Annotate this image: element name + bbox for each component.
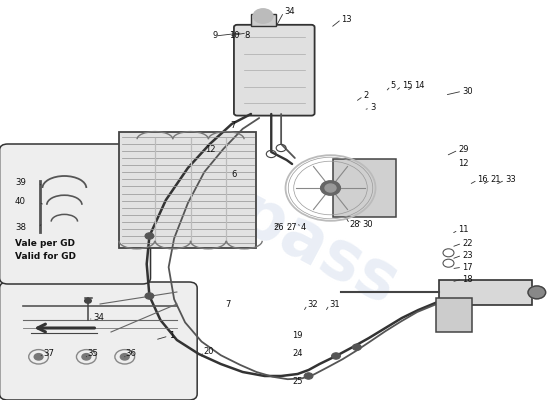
Text: 12: 12 — [458, 160, 469, 168]
Text: 16: 16 — [477, 176, 488, 184]
Text: 12: 12 — [205, 146, 216, 154]
Text: 24: 24 — [292, 350, 302, 358]
Text: 6: 6 — [232, 170, 237, 178]
Text: 37: 37 — [43, 350, 54, 358]
Text: 38: 38 — [15, 224, 26, 232]
Bar — [251, 14, 276, 26]
Circle shape — [528, 286, 546, 299]
Text: 22: 22 — [462, 239, 472, 248]
Text: 3: 3 — [370, 104, 376, 112]
Text: 31: 31 — [329, 300, 340, 309]
FancyBboxPatch shape — [234, 25, 315, 116]
Text: 34: 34 — [93, 314, 104, 322]
Text: Valid for GD: Valid for GD — [15, 252, 76, 261]
Text: 11: 11 — [458, 226, 469, 234]
Circle shape — [253, 9, 273, 23]
Circle shape — [304, 373, 313, 379]
Circle shape — [145, 293, 154, 299]
Text: 23: 23 — [462, 251, 473, 260]
Text: 33: 33 — [505, 176, 516, 184]
Text: 34: 34 — [284, 8, 294, 16]
Text: 17: 17 — [462, 263, 473, 272]
Text: 13: 13 — [342, 15, 352, 24]
Text: 4: 4 — [300, 224, 306, 232]
Circle shape — [145, 233, 154, 239]
Text: 5: 5 — [391, 82, 396, 90]
Text: 9: 9 — [212, 32, 218, 40]
Text: 3 pass: 3 pass — [164, 146, 409, 318]
Circle shape — [82, 354, 91, 360]
Bar — [119, 132, 256, 248]
Text: 28: 28 — [350, 220, 360, 228]
Text: 39: 39 — [15, 178, 26, 186]
Text: 40: 40 — [15, 198, 26, 206]
Circle shape — [353, 344, 361, 350]
Circle shape — [120, 354, 129, 360]
Text: 21: 21 — [491, 176, 501, 184]
Text: 25: 25 — [292, 378, 302, 386]
Text: 36: 36 — [126, 350, 137, 358]
Circle shape — [34, 354, 43, 360]
Text: 14: 14 — [414, 82, 425, 90]
Text: 19: 19 — [292, 331, 302, 340]
Text: 10: 10 — [229, 32, 239, 40]
Text: 35: 35 — [87, 350, 98, 358]
Text: 29: 29 — [458, 146, 469, 154]
Text: 8: 8 — [244, 32, 250, 40]
Circle shape — [321, 181, 340, 195]
Text: 27: 27 — [287, 224, 297, 232]
Bar — [436, 298, 472, 332]
Text: 30: 30 — [462, 87, 473, 96]
Text: 2: 2 — [364, 92, 368, 100]
Bar — [333, 159, 397, 217]
Circle shape — [325, 184, 336, 192]
Text: 1: 1 — [169, 332, 174, 340]
Text: 20: 20 — [203, 347, 214, 356]
Text: 30: 30 — [362, 220, 373, 228]
FancyBboxPatch shape — [0, 144, 151, 284]
Circle shape — [332, 353, 340, 359]
Text: 26: 26 — [273, 224, 283, 232]
Text: 7: 7 — [230, 122, 236, 130]
Text: 7: 7 — [225, 300, 230, 309]
Text: 18: 18 — [462, 275, 473, 284]
FancyBboxPatch shape — [0, 282, 197, 400]
Text: 32: 32 — [307, 300, 318, 309]
Text: Vale per GD: Vale per GD — [15, 239, 75, 248]
Circle shape — [85, 298, 91, 303]
Bar — [439, 280, 532, 305]
Text: 15: 15 — [402, 82, 412, 90]
